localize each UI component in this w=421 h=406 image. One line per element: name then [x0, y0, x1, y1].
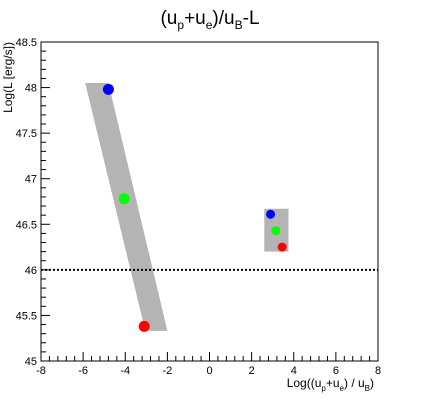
data-point-1 [118, 193, 130, 205]
shaded-region-band-left [85, 83, 168, 331]
x-tick-label: 2 [249, 365, 255, 377]
y-tick-label: 46.5 [16, 219, 37, 231]
x-tick-label: 0 [206, 365, 212, 377]
x-tick-label: -2 [162, 365, 172, 377]
data-point-5 [277, 242, 287, 252]
y-tick-label: 45 [25, 356, 37, 368]
data-point-2 [138, 320, 150, 332]
y-tick-label: 47.5 [16, 128, 37, 140]
x-tick-label: -4 [120, 365, 130, 377]
x-axis-label: Log((up+ue) / uB) [287, 376, 374, 393]
y-tick-label: 47 [25, 174, 37, 186]
x-tick-label: 8 [375, 365, 381, 377]
x-tick-label: -6 [78, 365, 88, 377]
y-axis-ticks: 45 45.5 46 46.5 47 47.5 48 48.5 [16, 37, 50, 368]
x-tick-label: -8 [36, 365, 46, 377]
y-tick-label: 46 [25, 265, 37, 277]
x-axis-ticks: -8 -6 -4 -2 0 2 4 6 8 [36, 352, 381, 377]
data-point-3 [266, 209, 276, 219]
data-point-4 [271, 226, 281, 236]
data-point-0 [102, 83, 114, 95]
data-points [102, 83, 287, 332]
chart-title: (up+ue)/uB-L [160, 8, 259, 32]
y-tick-label: 48.5 [16, 37, 37, 49]
x-tick-label: 4 [291, 365, 297, 377]
x-tick-label: 6 [333, 365, 339, 377]
y-tick-label: 45.5 [16, 310, 37, 322]
y-axis-label: Log(L [erg/s]) [1, 42, 15, 113]
y-tick-label: 48 [25, 83, 37, 95]
shaded-regions [85, 83, 289, 331]
